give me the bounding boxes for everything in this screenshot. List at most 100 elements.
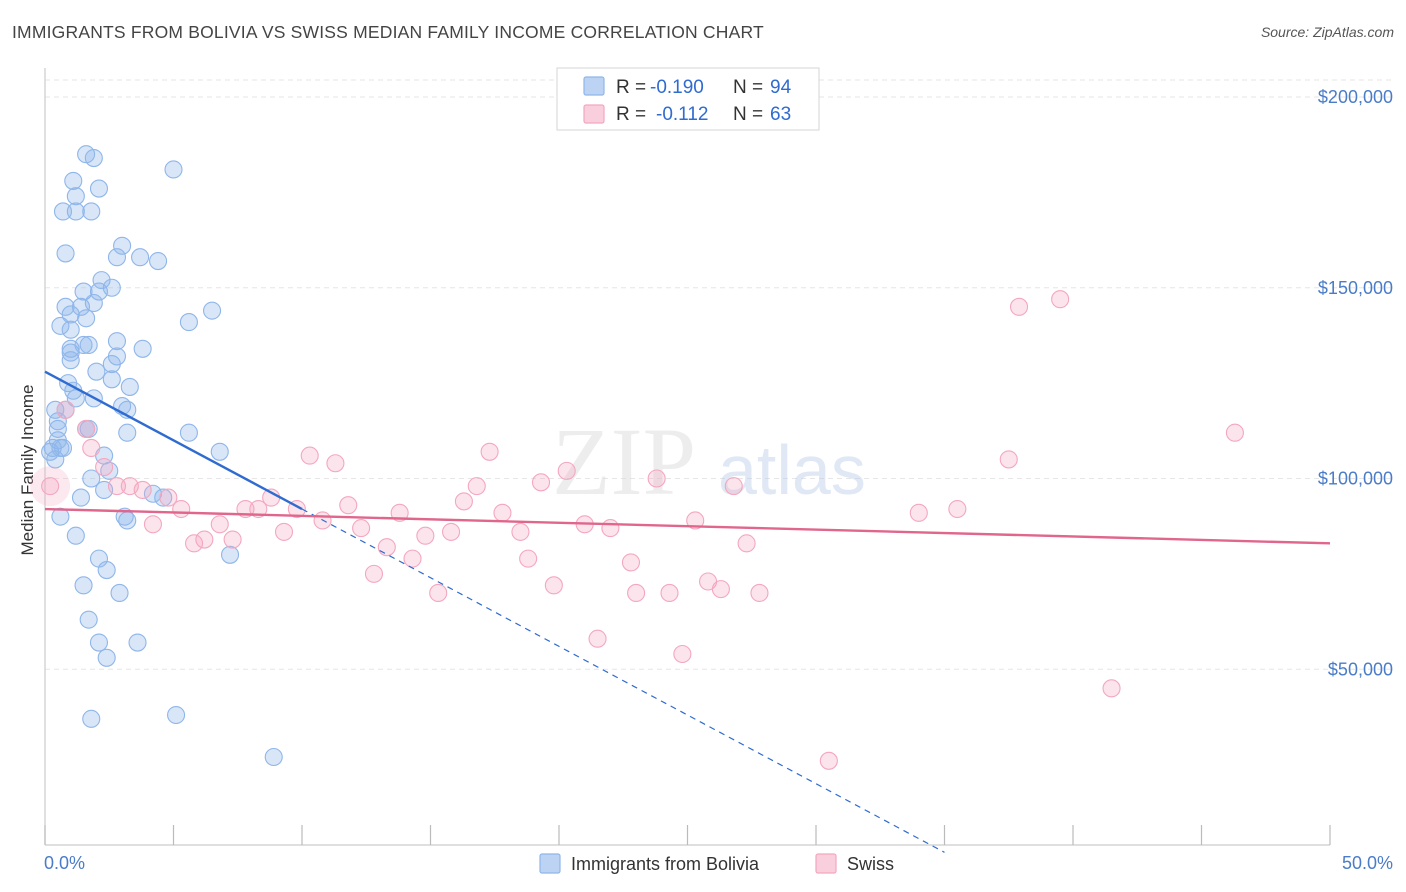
point-s0-81 [167, 705, 186, 725]
legend-swatch-bolivia [583, 76, 605, 96]
point-s1-49 [686, 511, 705, 530]
x-tick-label-max: 50.0% [1342, 853, 1393, 873]
point-s0-5 [66, 187, 85, 206]
point-s0-25 [51, 316, 70, 335]
bottom-legend-label-bolivia: Immigrants from Bolivia [571, 854, 760, 874]
point-s0-58 [210, 442, 229, 461]
point-s0-17 [89, 282, 109, 301]
point-s0-71 [220, 545, 240, 564]
point-s0-6 [53, 202, 73, 221]
point-s1-33 [467, 477, 486, 496]
point-s0-15 [74, 282, 93, 301]
point-s0-65 [143, 484, 162, 503]
point-s1-47 [660, 583, 679, 603]
point-s0-1 [84, 148, 103, 168]
point-s0-74 [74, 576, 93, 595]
point-s0-23 [77, 309, 96, 328]
point-s1-4 [95, 458, 114, 477]
point-s0-77 [89, 633, 109, 652]
point-s1-0 [41, 477, 60, 496]
y-tick-label-3: $200,000 [1318, 87, 1393, 107]
point-s1-56 [909, 503, 928, 522]
point-s0-62 [82, 469, 101, 488]
point-s1-35 [493, 503, 512, 522]
point-s0-60 [46, 450, 65, 469]
point-s1-28 [403, 549, 422, 568]
trend-line-s0 [44, 370, 303, 511]
point-s1-58 [999, 450, 1018, 469]
point-s1-18 [274, 522, 294, 541]
x-tick-label-min: 0.0% [44, 853, 85, 873]
bottom-legend-swatch-swiss [815, 853, 837, 874]
point-s1-43 [601, 519, 620, 538]
point-s0-37 [102, 370, 121, 389]
point-s1-44 [621, 553, 641, 572]
point-s1-13 [210, 515, 229, 534]
point-s1-39 [544, 576, 563, 595]
point-s1-22 [326, 454, 345, 473]
point-s1-61 [1102, 679, 1121, 698]
point-s1-62 [1225, 423, 1244, 442]
point-s0-34 [61, 351, 80, 370]
point-s0-73 [97, 561, 116, 580]
point-s0-35 [102, 354, 121, 374]
point-s1-45 [627, 583, 646, 603]
point-s1-42 [588, 629, 607, 648]
point-s1-30 [429, 583, 448, 603]
point-s1-9 [159, 488, 178, 507]
y-tick-label-2: $150,000 [1318, 278, 1393, 298]
point-s1-16 [249, 499, 268, 519]
point-s0-10 [113, 236, 132, 255]
watermark: ZIP atlas [552, 408, 866, 515]
point-s0-13 [149, 251, 168, 271]
x-tick-labels: 0.0% 50.0% [44, 853, 1393, 873]
trend-extension-s0 [301, 508, 945, 853]
point-s1-59 [1009, 297, 1029, 316]
point-s1-54 [750, 583, 769, 603]
legend-r-label-1: R = [616, 77, 646, 98]
point-s0-11 [107, 248, 127, 267]
axes [44, 68, 1331, 846]
point-s1-52 [724, 477, 743, 496]
watermark-atlas: atlas [718, 431, 866, 509]
point-s0-12 [131, 248, 150, 267]
point-s0-8 [66, 202, 85, 221]
point-s1-36 [511, 522, 530, 541]
point-s0-36 [87, 362, 106, 381]
point-s1-20 [300, 446, 319, 465]
point-s1-25 [364, 564, 384, 583]
chart-title: IMMIGRANTS FROM BOLIVIA VS SWISS MEDIAN … [12, 22, 764, 42]
bottom-legend: Immigrants from Bolivia Swiss [539, 853, 894, 874]
point-s1-23 [339, 496, 358, 515]
point-s0-82 [264, 747, 283, 767]
legend-swatch-swiss [583, 104, 605, 124]
point-s1-5 [107, 477, 127, 496]
point-s0-51 [118, 423, 137, 442]
watermark-zip: ZIP [552, 408, 696, 515]
point-s1-2 [77, 419, 96, 438]
bottom-legend-label-swiss: Swiss [847, 854, 894, 874]
point-s1-10 [172, 499, 191, 519]
point-s1-48 [673, 644, 692, 664]
point-s0-4 [89, 179, 109, 198]
legend-r-label-2: R = [616, 104, 646, 125]
point-s0-7 [82, 202, 101, 221]
point-s1-55 [819, 751, 838, 770]
point-cluster-swiss [30, 466, 71, 507]
point-s0-2 [164, 160, 183, 179]
point-s0-66 [154, 488, 173, 507]
point-s0-78 [128, 633, 147, 652]
point-s0-31 [61, 343, 80, 362]
point-s1-32 [454, 492, 473, 511]
trend-lines [44, 370, 1331, 853]
point-s0-26 [61, 320, 80, 339]
trend-line-s1 [44, 507, 1331, 545]
point-s0-21 [203, 301, 222, 320]
y-tick-label-1: $100,000 [1318, 469, 1393, 489]
point-s1-26 [377, 538, 396, 557]
legend-n-label-1: N = [733, 77, 763, 98]
point-s0-79 [97, 648, 116, 667]
point-s0-45 [46, 400, 65, 419]
